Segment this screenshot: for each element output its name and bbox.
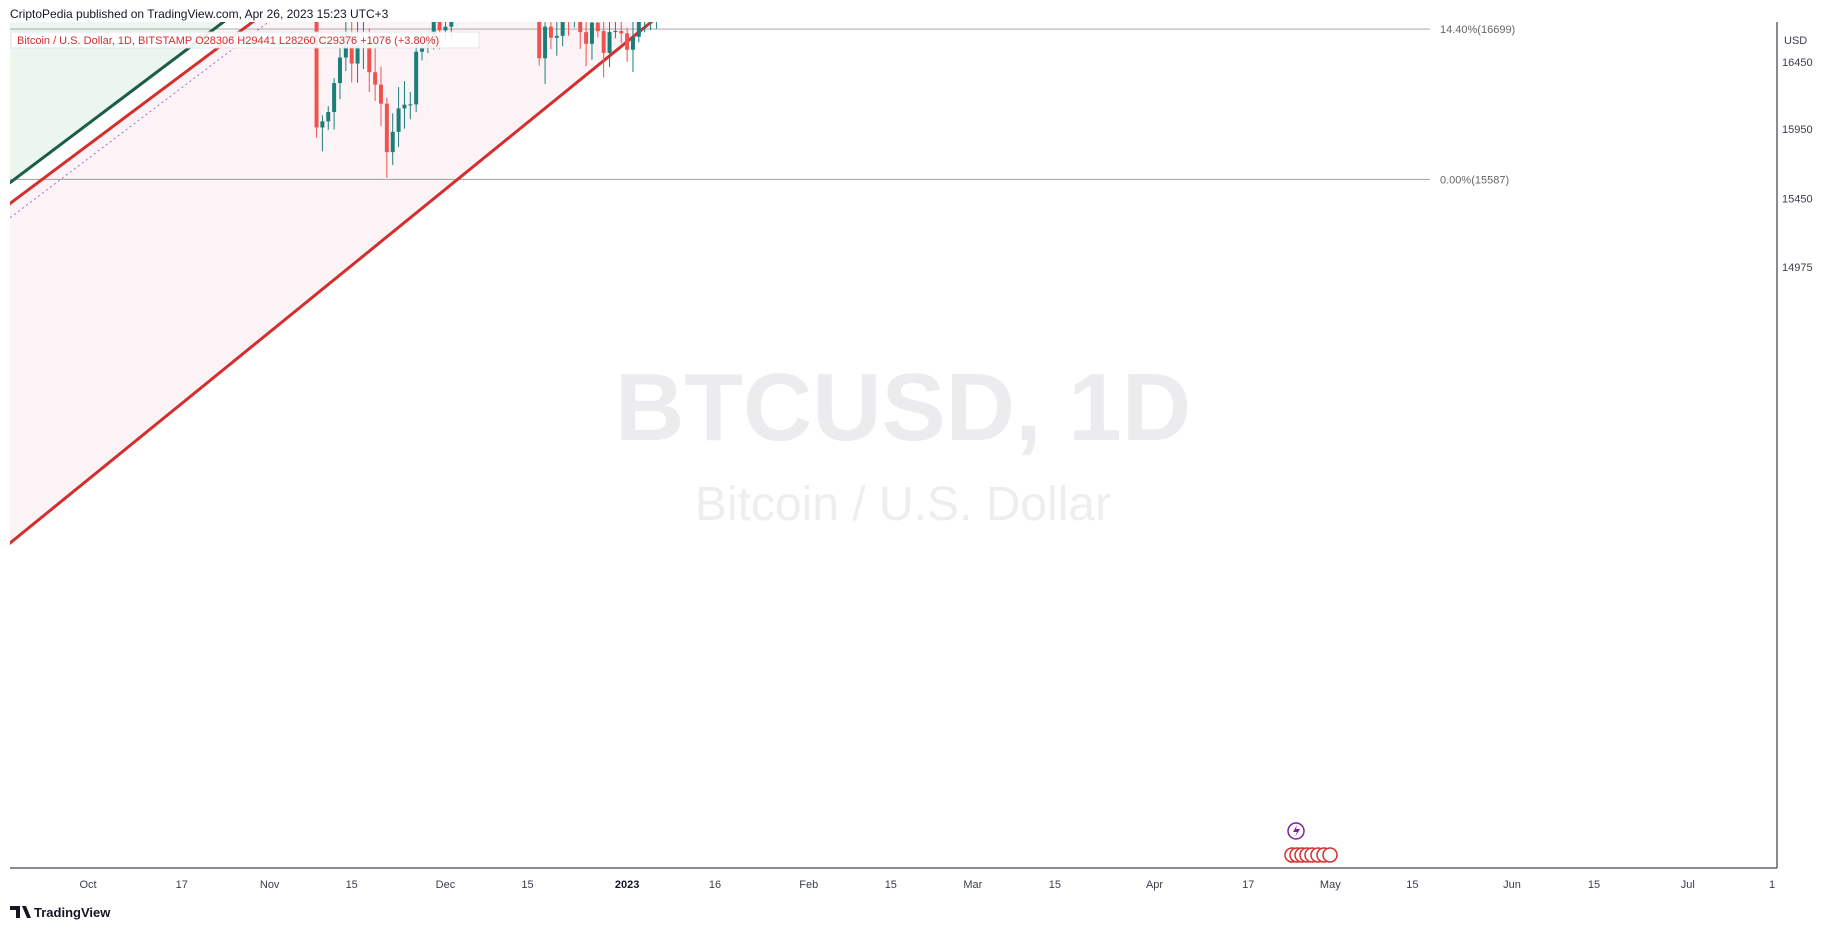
candle-up — [643, 14, 647, 17]
candle-up — [630, 36, 635, 50]
channel-line-red-lower[interactable] — [0, 0, 1834, 556]
price-axis[interactable] — [1777, 0, 1834, 868]
red-channel-fill — [10, 22, 652, 544]
time-tick-label: Oct — [79, 879, 96, 891]
candle-down — [584, 32, 589, 44]
time-tick-label: May — [1320, 879, 1341, 891]
time-tick-label: 1 — [1769, 879, 1775, 891]
time-tick-label: 17 — [1242, 879, 1254, 891]
currency-label: USD — [1784, 35, 1807, 47]
candle-up — [332, 83, 337, 113]
time-tick-label: Apr — [1146, 879, 1163, 891]
time-tick-label: Nov — [260, 879, 280, 891]
time-tick-label: Feb — [799, 879, 818, 891]
candle-down — [625, 33, 630, 50]
candle-down — [567, 4, 571, 15]
tradingview-logo-icon — [10, 906, 31, 918]
tradingview-brand: TradingView — [34, 905, 111, 920]
price-tick-label: 15950 — [1782, 124, 1813, 136]
candle-up — [636, 22, 641, 37]
time-tick-label: 15 — [346, 879, 358, 891]
time-tick-label: 16 — [709, 879, 721, 891]
candle-up — [554, 35, 559, 38]
time-tick-label: Mar — [963, 879, 982, 891]
candle-down — [619, 31, 624, 34]
time-tick-label: Jul — [1681, 879, 1695, 891]
candle-up — [607, 32, 612, 53]
candle-down — [537, 22, 542, 59]
time-axis[interactable] — [10, 869, 1777, 897]
candle-down — [384, 103, 389, 153]
time-tick-label: Jun — [1503, 879, 1521, 891]
time-tick-label: 15 — [1406, 879, 1418, 891]
publisher-line: CriptoPedia published on TradingView.com… — [10, 7, 389, 21]
candle-up — [414, 51, 419, 105]
time-tick-label: 17 — [176, 879, 188, 891]
fib-level-label: 14.40%(16699) — [1440, 24, 1515, 36]
candle-down — [578, 22, 583, 33]
time-tick-label: 15 — [521, 879, 533, 891]
time-tick-label: 2023 — [615, 879, 639, 891]
us-flag-event-icon[interactable] — [1322, 847, 1338, 863]
candle-down — [349, 35, 354, 64]
lightning-glyph-icon — [1293, 825, 1300, 837]
candle-up — [654, 0, 658, 12]
symbol-legend-box — [10, 31, 480, 49]
candle-up — [572, 4, 576, 15]
event-icons[interactable] — [1284, 822, 1338, 863]
candle-up — [337, 57, 342, 84]
time-tick-label: 15 — [885, 879, 897, 891]
candle-down — [437, 22, 442, 31]
candle-up — [613, 31, 618, 33]
candle-up — [543, 26, 548, 59]
candle-down — [548, 26, 553, 38]
candle-up — [390, 131, 395, 153]
watermark-ticker: BTCUSD, 1D — [615, 354, 1191, 461]
candle-up — [326, 112, 331, 122]
candle-down — [595, 22, 600, 32]
candle-down — [367, 43, 372, 73]
fib-level-label: 0.00%(15587) — [1440, 174, 1509, 186]
candle-up — [420, 48, 425, 52]
time-tick-label: 15 — [1588, 879, 1600, 891]
candle-up — [320, 121, 325, 128]
candle-up — [649, 12, 653, 15]
candle-up — [589, 22, 594, 44]
candle-down — [379, 84, 383, 104]
candle-up — [449, 22, 454, 27]
price-tick-label: 14975 — [1782, 262, 1813, 274]
candle-down — [373, 72, 378, 85]
candle-down — [314, 22, 319, 128]
time-tick-label: 15 — [1049, 879, 1061, 891]
candle-down — [601, 31, 606, 53]
candle-up — [560, 22, 565, 36]
price-tick-label: 15450 — [1782, 194, 1813, 206]
price-tick-label: 16450 — [1782, 57, 1813, 69]
candle-up — [408, 104, 413, 106]
candle-up — [355, 45, 360, 64]
symbol-legend[interactable]: Bitcoin / U.S. Dollar, 1D, BITSTAMP O283… — [17, 35, 439, 47]
watermark-name: Bitcoin / U.S. Dollar — [695, 478, 1111, 531]
candle-up — [443, 26, 448, 31]
time-tick-label: Dec — [436, 879, 456, 891]
tradingview-logo[interactable]: TradingView — [10, 905, 111, 920]
plot-area[interactable]: 161.80%(33809)141.40%(30665)138.20%(3019… — [0, 0, 1834, 863]
candle-up — [396, 108, 401, 132]
candle-up — [402, 104, 407, 109]
